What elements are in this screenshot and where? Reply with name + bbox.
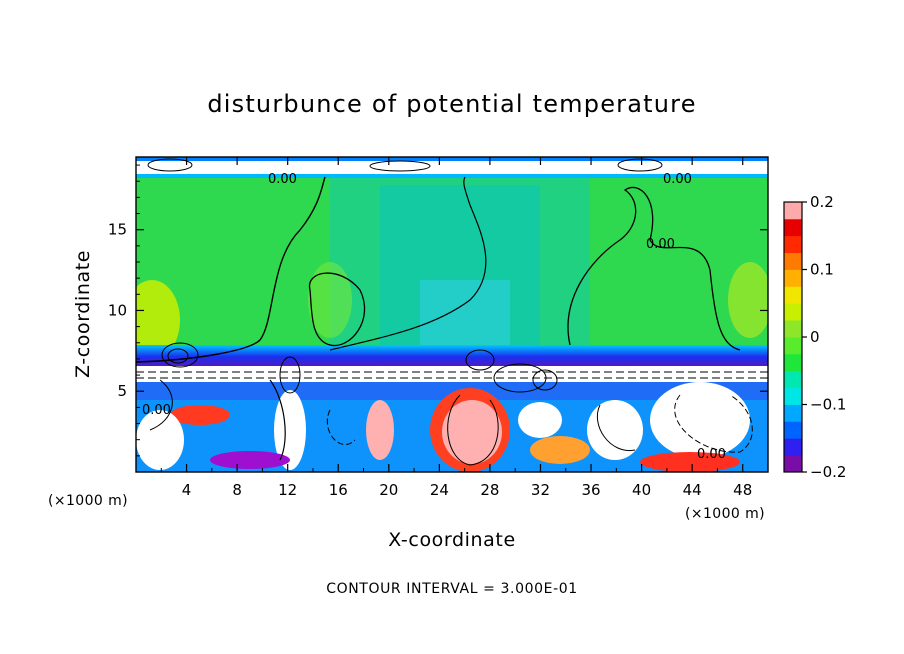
- colorbar-segment: [784, 286, 802, 304]
- x-axis-multiplier: (×1000 m): [685, 506, 765, 522]
- y-axis-ticks: 5 10 15: [108, 164, 768, 457]
- contour-interval-note: CONTOUR INTERVAL = 3.000E-01: [326, 581, 578, 597]
- colorbar-segment: [784, 218, 802, 237]
- colorbar-segment: [784, 455, 802, 473]
- contour-label: 0.00: [697, 447, 726, 462]
- colorbar-segment: [784, 370, 802, 389]
- colorbar-tick-label: −0.1: [810, 396, 846, 414]
- colorbar-segment: [784, 320, 802, 338]
- x-tick-label: 32: [531, 481, 550, 499]
- chart-title: disturbunce of potential temperature: [207, 90, 696, 118]
- colorbar-segment: [784, 404, 802, 422]
- colorbar-tick-label: 0.1: [810, 261, 834, 279]
- x-tick-label: 40: [632, 481, 651, 499]
- colorbar-segment: [784, 438, 802, 456]
- x-axis-ticks: 4 8 12 16 20 24 28 32 36 40 44 48: [160, 157, 752, 499]
- y-tick-label: 10: [108, 301, 127, 319]
- x-axis-label: X-coordinate: [388, 529, 515, 551]
- colorbar-ticks: 0.2 0.1 0 −0.1 −0.2: [802, 193, 846, 481]
- plot-frame: [135, 156, 769, 473]
- contour-label: 0.00: [142, 403, 171, 418]
- colorbar-segment: [784, 235, 802, 254]
- y-tick-label: 15: [108, 221, 127, 239]
- colorbar-segment: [784, 269, 802, 287]
- x-tick-label: 8: [232, 481, 242, 499]
- x-tick-label: 16: [329, 481, 348, 499]
- colorbar-tick-label: 0.2: [810, 193, 834, 211]
- x-tick-label: 44: [683, 481, 702, 499]
- y-axis-multiplier: (×1000 m): [48, 493, 128, 509]
- x-tick-label: 12: [278, 481, 297, 499]
- x-tick-label: 48: [733, 481, 752, 499]
- y-axis-label: Z-coordinate: [72, 250, 94, 378]
- colorbar-segment: [784, 353, 802, 372]
- colorbar: [783, 201, 803, 473]
- x-tick-label: 4: [182, 481, 192, 499]
- colorbar-segment: [784, 387, 802, 405]
- x-tick-label: 36: [581, 481, 600, 499]
- colorbar-segment: [784, 421, 802, 439]
- colorbar-segment: [784, 337, 802, 355]
- x-tick-label: 20: [379, 481, 398, 499]
- colorbar-segment: [784, 303, 802, 321]
- contour-label: 0.00: [646, 237, 675, 252]
- contour-label: 0.00: [663, 172, 692, 187]
- colorbar-tick-label: 0: [810, 328, 820, 346]
- heatmap-field: 0.00 0.00 0.00 0.00 0.00: [136, 157, 768, 472]
- x-tick-label: 24: [430, 481, 449, 499]
- contour-label: 0.00: [268, 172, 297, 187]
- y-tick-label: 5: [117, 382, 127, 400]
- x-tick-label: 28: [480, 481, 499, 499]
- colorbar-segment: [784, 252, 802, 270]
- colorbar-tick-label: −0.2: [810, 463, 846, 481]
- colorbar-segment: [784, 202, 802, 220]
